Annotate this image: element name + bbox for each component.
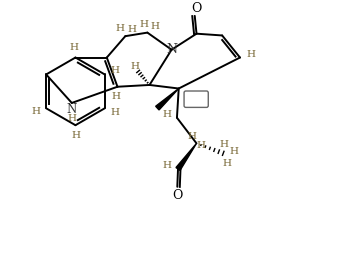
Text: H: H [139,20,148,29]
Text: H: H [188,132,197,141]
Text: H: H [110,66,119,75]
Text: O: O [172,189,182,202]
Text: Abs: Abs [186,95,206,104]
Text: H: H [110,108,119,117]
Text: H: H [67,114,76,123]
Text: H: H [115,24,124,33]
Text: H: H [130,62,139,71]
Polygon shape [176,143,196,170]
Text: H: H [150,22,159,31]
Text: N: N [166,43,177,56]
Text: H: H [127,25,136,33]
Text: H: H [219,140,229,149]
Text: O: O [191,2,202,15]
Text: H: H [162,110,171,119]
Text: N: N [67,103,77,116]
FancyBboxPatch shape [184,91,208,107]
Text: H: H [69,43,78,52]
Polygon shape [156,88,179,110]
Text: H: H [196,141,205,150]
Text: H: H [72,131,81,140]
Text: H: H [229,147,238,156]
Text: H: H [222,159,231,168]
Text: H: H [111,92,120,101]
Text: H: H [247,50,256,59]
Text: H: H [163,161,172,170]
Text: H: H [32,107,41,116]
